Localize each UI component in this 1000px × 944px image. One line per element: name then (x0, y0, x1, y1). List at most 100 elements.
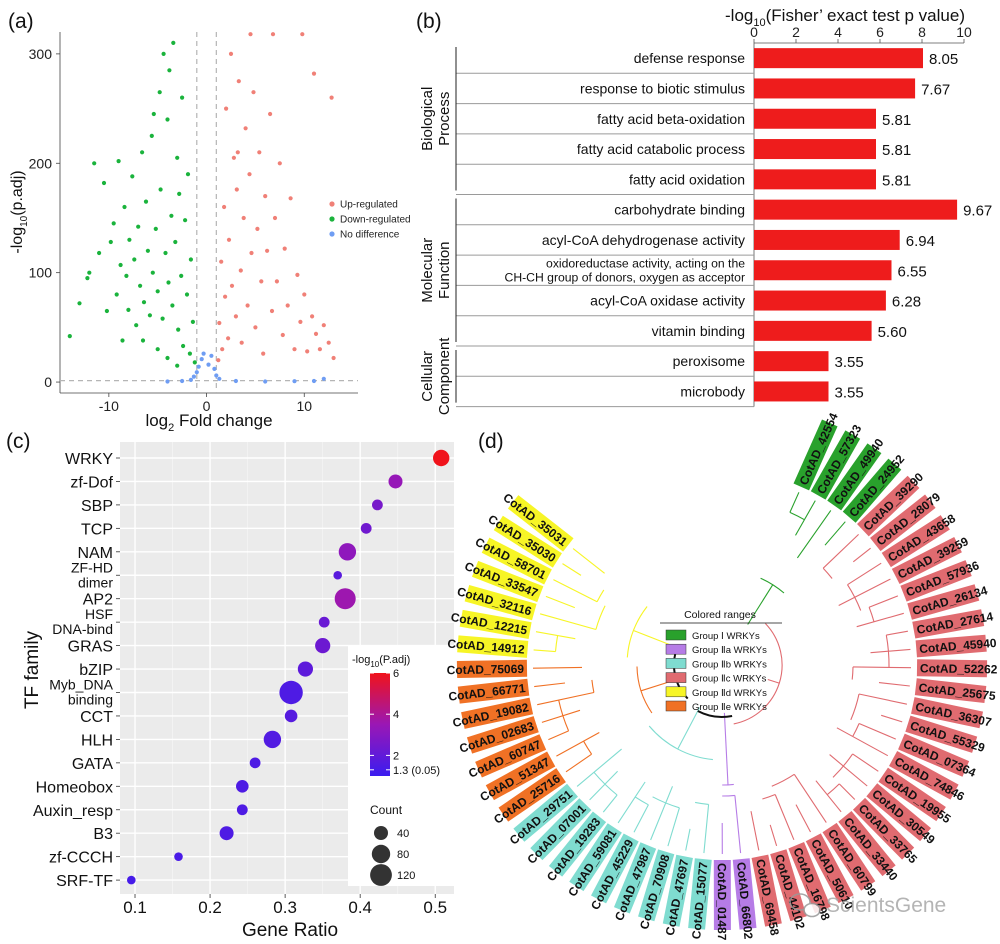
tree-branch (868, 595, 899, 608)
go-bar-value: 5.81 (882, 142, 911, 159)
tree-leaf-highlight (513, 783, 578, 842)
bubble-y-tick-label: ZF-HD (71, 559, 113, 575)
tree-leaf-highlight (881, 515, 950, 568)
size-legend-marker (371, 844, 391, 864)
go-tick-label: 4 (834, 24, 842, 40)
volcano-point (300, 32, 305, 37)
tree-branch (556, 732, 600, 757)
panel-label-d: (d) (478, 430, 504, 453)
go-term-label: response to biotic stimulus (580, 80, 745, 96)
go-enrichment-bar-chart: -log10(Fisher’ exact test p value) 0 2 4 6 8… (419, 6, 992, 415)
tree-leaf-highlight (827, 443, 882, 511)
volcano-point (229, 283, 235, 288)
tree-branch (796, 510, 832, 559)
tree-branch (595, 605, 606, 630)
volcano-point (239, 340, 244, 345)
watermark-text: ScientsGene (826, 894, 946, 917)
volcano-point (176, 327, 181, 332)
watermark: ScientsGene (789, 893, 946, 918)
tree-branch (838, 578, 891, 606)
size-legend-marker (370, 864, 392, 886)
tree-leaf-highlight (485, 751, 556, 801)
volcano-point (171, 40, 176, 46)
tree-leaf-highlight (770, 849, 807, 922)
tree-leaf-highlight (915, 634, 987, 658)
wrky-phylogenetic-tree: CotAD_42554CotAD_57323CotAD_49940CotAD_2… (447, 411, 998, 941)
volcano-point (231, 155, 236, 160)
bubble-point (388, 474, 403, 489)
go-term-label: fatty acid beta-oxidation (597, 111, 745, 127)
volcano-point (140, 338, 146, 343)
go-bar-value: 3.55 (835, 384, 864, 401)
bubble-y-tick-label: GRAS (68, 639, 113, 656)
tree-leaf-highlight (852, 797, 915, 860)
volcano-point (181, 343, 186, 349)
volcano-point (255, 226, 260, 231)
color-legend-label: 1.3 (0.05) (393, 765, 440, 777)
volcano-legend: Up-regulated Down-regulated No difference (329, 200, 411, 241)
tree-branch (789, 511, 805, 521)
tree-branch (558, 699, 570, 732)
volcano-point (219, 259, 224, 264)
tree-legend-swatch (665, 643, 687, 655)
tree-branch (852, 666, 912, 669)
volcano-point (151, 111, 156, 117)
bubble-y-tick-label: CCT (80, 709, 113, 726)
go-bar (754, 108, 876, 129)
tree-legend-title: Colored ranges (684, 609, 756, 621)
tree-branch (548, 730, 569, 741)
volcano-point (282, 246, 287, 251)
volcano-point (196, 364, 201, 369)
volcano-point (223, 294, 228, 299)
volcano-point (97, 250, 102, 256)
bubble-x-tick-label: 0.3 (273, 898, 297, 917)
volcano-point (241, 215, 246, 221)
volcano-point (158, 187, 163, 192)
tree-leaf-highlight (688, 858, 712, 930)
tree-leaf: CotAD_66771 (448, 678, 530, 704)
volcano-point (143, 199, 149, 204)
go-term-label: peroxisome (673, 353, 746, 369)
tree-legend: Colored ranges Group Ⅰ WRKYs Group Ⅱa WRK… (660, 609, 782, 713)
tree-legend-swatch (665, 629, 687, 641)
volcano-point (180, 378, 185, 384)
bubble-x-tick-label: 0.5 (423, 898, 447, 917)
volcano-point (305, 349, 310, 354)
volcano-point (160, 316, 165, 321)
volcano-point (326, 340, 331, 345)
go-bar (754, 199, 958, 220)
go-bar (754, 290, 886, 311)
tree-branch (870, 648, 911, 654)
tree-leaf-highlight (507, 495, 574, 552)
volcano-point (263, 194, 268, 199)
volcano-point (272, 215, 278, 221)
volcano-point (173, 239, 178, 245)
volcano-point (233, 378, 238, 384)
volcano-point (274, 279, 279, 284)
volcano-point (321, 376, 326, 381)
volcano-point (188, 377, 193, 382)
tree-leaf-highlight (569, 823, 622, 892)
tree-branch (652, 796, 680, 809)
bubble-y-tick-label: NAM (77, 545, 113, 562)
go-term-label: fatty acid catabolic process (577, 141, 745, 157)
volcano-point (127, 237, 132, 242)
bubble-point (263, 730, 282, 749)
tree-leaf-highlight (838, 811, 896, 877)
volcano-y-axis-title: -log10(p.adj) (9, 170, 30, 253)
volcano-point (85, 276, 90, 281)
volcano-point (226, 237, 232, 242)
go-term-label: acyl-CoA oxidase activity (590, 293, 745, 309)
volcano-point (126, 307, 131, 312)
bubble-y-tick-label: zf-CCCH (49, 850, 113, 867)
volcano-point (265, 248, 270, 253)
bubble-point (127, 875, 136, 885)
tree-legend-swatch (665, 686, 687, 698)
tree-branch (562, 563, 582, 576)
volcano-point (310, 314, 315, 319)
bubble-point (338, 543, 357, 561)
go-bar-value: 3.55 (835, 354, 864, 371)
volcano-point (134, 323, 139, 328)
bubble-y-axis-title: TF family (22, 630, 43, 709)
tree-branch (677, 707, 701, 750)
